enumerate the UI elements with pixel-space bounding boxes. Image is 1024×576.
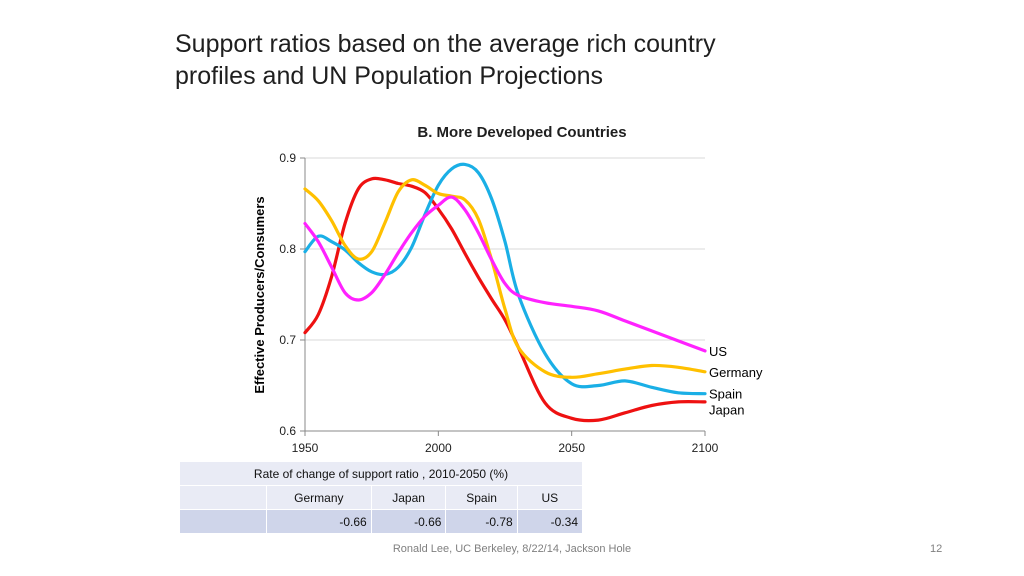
slide-title-line-1: Support ratios based on the average rich…	[175, 30, 716, 58]
series-label-us: US	[709, 344, 727, 359]
series-line-spain	[303, 162, 707, 396]
table-value-blank	[179, 509, 267, 534]
table-header-germany: Germany	[266, 485, 372, 510]
chart-title: B. More Developed Countries	[417, 124, 626, 141]
table-header-japan: Japan	[370, 485, 447, 510]
line-chart: B. More Developed Countries Effective Pr…	[252, 124, 763, 455]
table-value-us: -0.34	[516, 509, 584, 534]
table-header-blank	[179, 485, 267, 510]
y-axis-label: Effective Producers/Consumers	[252, 196, 267, 393]
slide-title: Support ratios based on the average rich…	[175, 28, 815, 92]
series-label-japan: Japan	[709, 403, 744, 418]
series-line-us	[303, 195, 707, 353]
x-tick-label: 1950	[292, 441, 319, 455]
slide-title-line-2: profiles and UN Population Projections	[175, 62, 604, 90]
table-row: -0.66 -0.66 -0.78 -0.34	[179, 509, 584, 534]
x-tick-label: 2000	[425, 441, 452, 455]
table-value-spain: -0.78	[445, 509, 518, 534]
table-value-japan: -0.66	[370, 509, 447, 534]
series-label-spain: Spain	[709, 387, 742, 402]
series-lines	[303, 162, 707, 423]
table-value-germany: -0.66	[266, 509, 372, 534]
support-ratio-change-table: Rate of change of support ratio , 2010-2…	[179, 461, 584, 534]
table-header-spain: Spain	[445, 485, 518, 510]
page-number: 12	[930, 543, 943, 555]
series-line-germany	[303, 178, 707, 379]
series-label-germany: Germany	[709, 365, 763, 380]
y-tick-label: 0.7	[279, 333, 296, 347]
table-header-row: Germany Japan Spain US	[179, 485, 584, 510]
table-caption: Rate of change of support ratio , 2010-2…	[179, 461, 583, 486]
x-tick-label: 2100	[692, 441, 719, 455]
y-tick-label: 0.9	[279, 151, 296, 165]
y-tick-label: 0.8	[279, 242, 296, 256]
series-line-japan	[303, 176, 707, 423]
table-header-us: US	[516, 485, 584, 510]
axes: 0.6 0.7 0.8 0.9 1950 2000 2050 2100	[279, 151, 718, 455]
slide-footer: Ronald Lee, UC Berkeley, 8/22/14, Jackso…	[392, 543, 632, 555]
x-tick-label: 2050	[558, 441, 585, 455]
y-tick-label: 0.6	[279, 424, 296, 438]
table-caption-row: Rate of change of support ratio , 2010-2…	[179, 461, 583, 486]
